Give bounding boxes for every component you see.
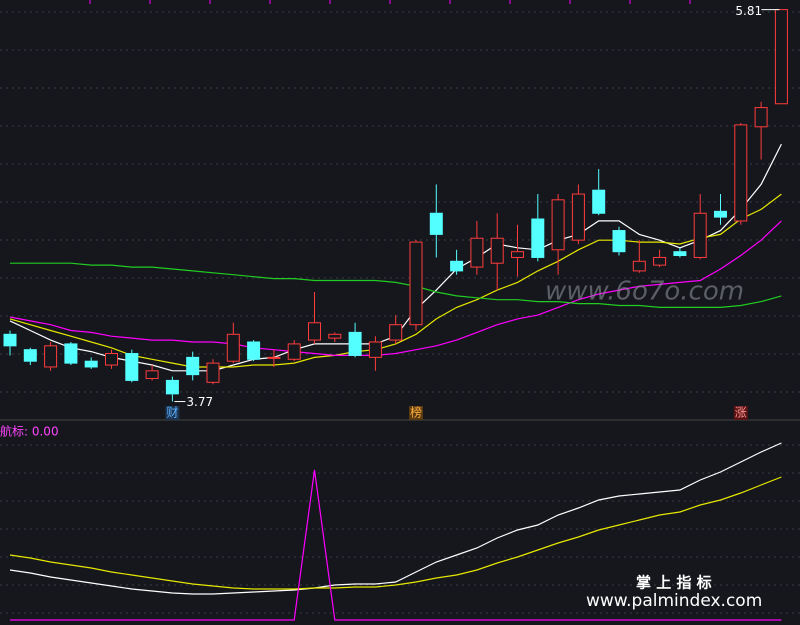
candle-body	[348, 331, 362, 356]
candle-body	[44, 345, 58, 368]
candle-body	[450, 260, 464, 272]
candle-body	[673, 251, 687, 257]
candle-body	[267, 356, 281, 359]
candle-body	[774, 9, 788, 105]
candle-body	[571, 193, 585, 241]
candle-body	[165, 379, 179, 395]
candle-body	[125, 353, 139, 381]
marker-box	[409, 406, 423, 420]
candle-body	[287, 343, 301, 360]
series-line	[10, 469, 782, 621]
candle-body	[145, 370, 159, 379]
candle-body	[84, 360, 98, 368]
candle-body	[186, 356, 200, 376]
series-line	[9, 220, 782, 356]
site: www.palmindex.com	[586, 591, 762, 611]
candle-body	[754, 107, 768, 128]
watermark: www.6o7o.com	[545, 277, 744, 307]
candle-body	[368, 341, 382, 358]
candle-body	[206, 362, 220, 383]
candle-body	[734, 124, 748, 222]
series-line	[9, 442, 782, 595]
candle-body	[308, 322, 321, 341]
candle-body	[653, 256, 667, 266]
candle-body	[551, 199, 565, 251]
marker: 涨	[735, 405, 747, 420]
candle-body	[429, 212, 443, 235]
brand: 掌 上 指 标	[636, 574, 712, 592]
candle-body	[612, 230, 626, 253]
candle-body	[511, 251, 524, 258]
candle-body	[470, 237, 484, 268]
marker: 财	[166, 406, 178, 420]
candle-body	[714, 210, 727, 218]
candle-body	[23, 349, 37, 362]
candle-body	[693, 212, 707, 258]
candle-body	[490, 237, 504, 264]
candle-body	[64, 343, 78, 364]
high-label: 5.81	[735, 4, 762, 18]
series-line	[9, 476, 782, 590]
series-line	[10, 262, 782, 308]
indicator-label: 航标: 0.00	[0, 424, 59, 439]
candle-body	[531, 218, 545, 258]
candle-body	[592, 189, 606, 214]
candle-body	[632, 260, 646, 272]
marker-box	[733, 406, 748, 420]
low-label: 3.77	[186, 395, 213, 409]
candle-body	[409, 241, 423, 326]
candle-body	[389, 324, 403, 341]
marker-box	[165, 406, 180, 420]
candle-body	[226, 333, 240, 362]
marker: 榜	[410, 405, 422, 420]
candle-body	[105, 353, 118, 366]
candle-body	[247, 341, 261, 360]
candle-body	[328, 333, 342, 339]
candle-body	[3, 333, 17, 347]
